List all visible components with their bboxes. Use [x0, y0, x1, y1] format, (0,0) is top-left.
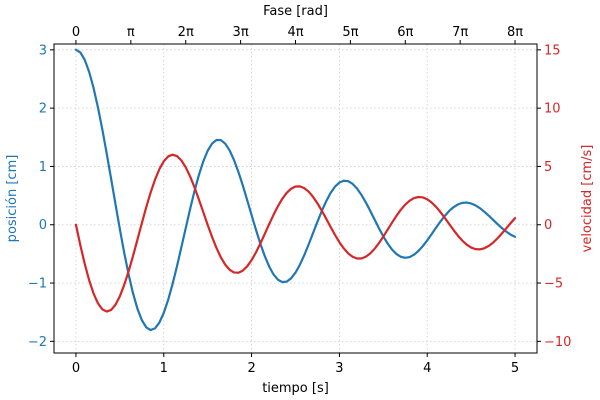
series-line-right	[74, 153, 517, 313]
x-tick-label: 1	[160, 361, 168, 376]
y-left-tick-label: −1	[28, 277, 47, 292]
y-left-tick-label: 1	[39, 160, 47, 175]
x-axis-title: tiempo [s]	[262, 381, 329, 396]
top-tick-label: 5π	[342, 25, 358, 40]
grid	[54, 44, 537, 353]
series-line-left	[74, 48, 517, 332]
top-tick-label: 8π	[507, 25, 523, 40]
y-right-tick-label: 0	[544, 218, 552, 233]
y-right-tick-label: 5	[544, 160, 552, 175]
top-tick-label: 7π	[452, 25, 468, 40]
y-right-tick-label: 10	[544, 102, 561, 117]
y-right-tick-label: −5	[544, 277, 563, 292]
top-tick-label: 2π	[178, 25, 194, 40]
y-right-tick-label: −10	[544, 335, 571, 350]
y-right-axis-title: velocidad [cm/s]	[580, 145, 595, 253]
y-left-tick-label: 2	[39, 102, 47, 117]
top-tick-label: 3π	[233, 25, 249, 40]
x-tick-label: 4	[423, 361, 431, 376]
top-tick-label: 0	[72, 25, 80, 40]
x-tick-label: 0	[72, 361, 80, 376]
plot-lines	[74, 48, 517, 332]
y-left-tick-label: −2	[28, 335, 47, 350]
y-left-axis-title: posición [cm]	[5, 155, 20, 243]
y-left-tick-label: 3	[39, 43, 47, 58]
y-right-tick-label: 15	[544, 43, 561, 58]
top-tick-label: π	[127, 25, 135, 40]
x-tick-label: 2	[247, 361, 255, 376]
y-left-tick-label: 0	[39, 218, 47, 233]
top-tick-label: 6π	[397, 25, 413, 40]
top-axis-title: Fase [rad]	[263, 4, 328, 19]
x-tick-label: 3	[335, 361, 343, 376]
x-tick-label: 5	[511, 361, 519, 376]
top-tick-label: 4π	[287, 25, 303, 40]
